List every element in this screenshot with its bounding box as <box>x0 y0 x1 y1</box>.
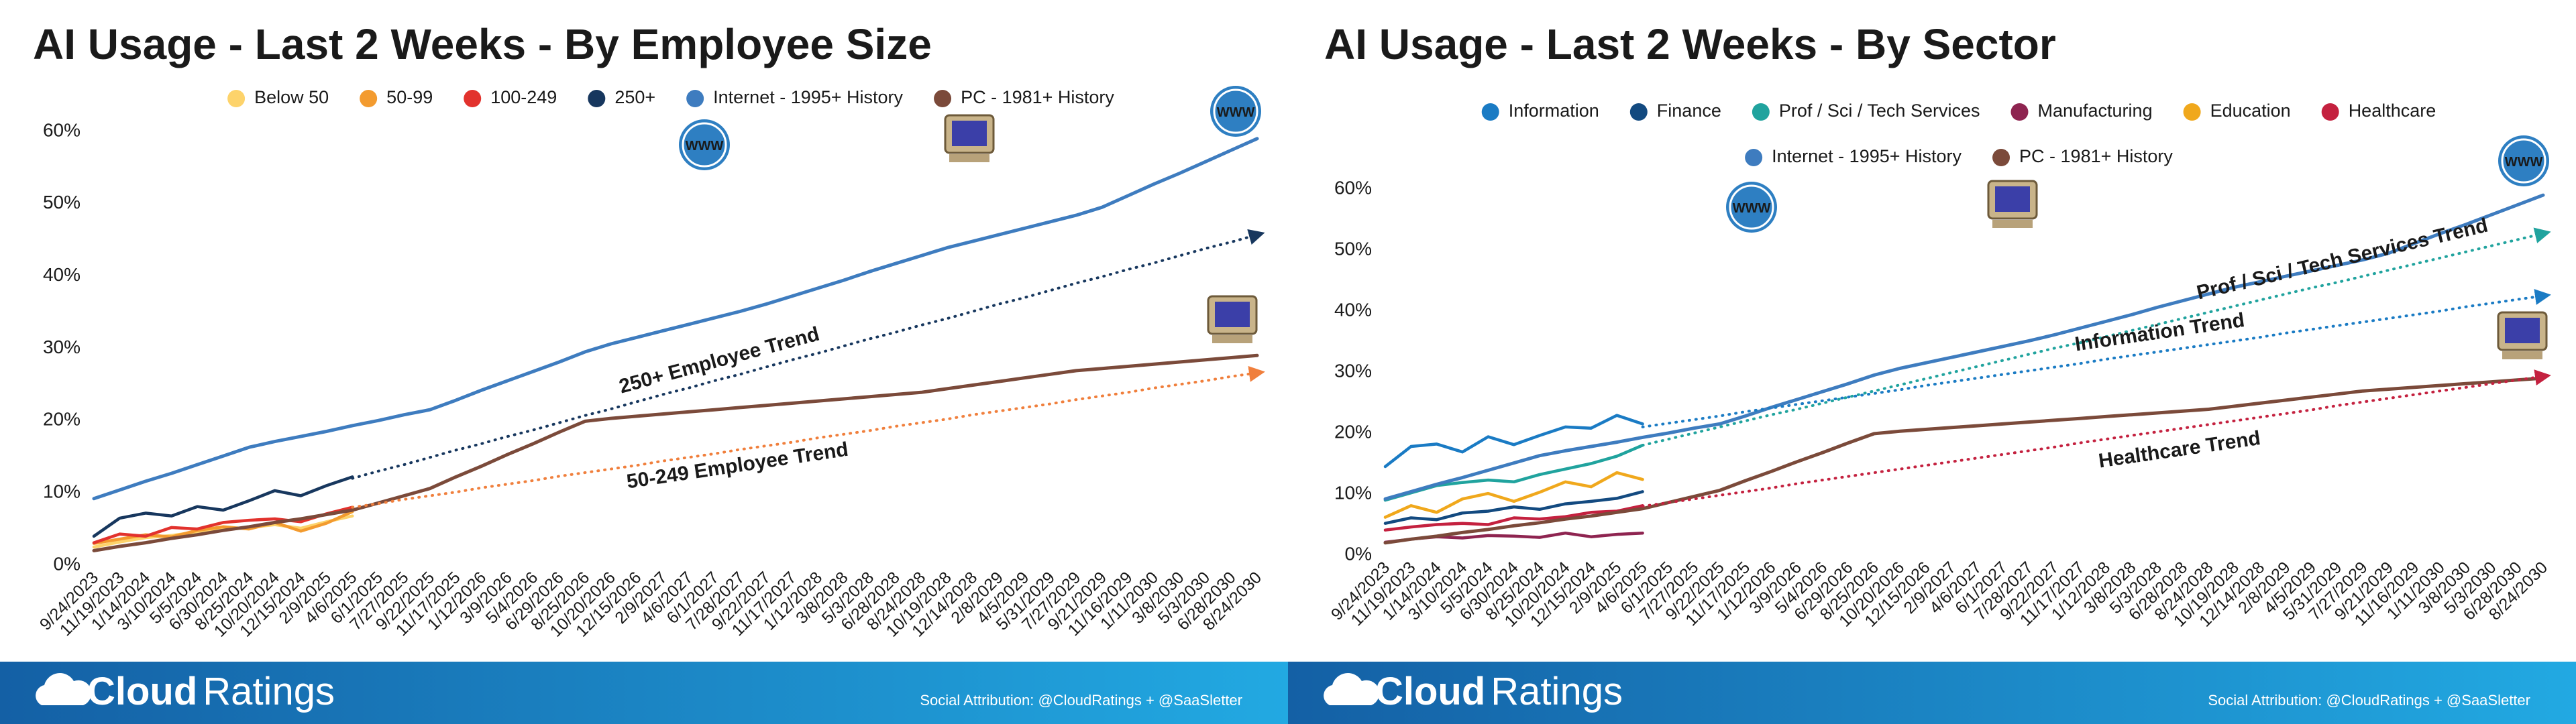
y-tick-label: 20% <box>43 409 80 430</box>
brand-light: Ratings <box>203 670 335 713</box>
y-tick-label: 50% <box>43 192 80 213</box>
legend-marker <box>1752 103 1770 121</box>
legend-marker <box>1992 149 2010 166</box>
legend-label: Information <box>1509 101 1599 121</box>
brand-bold: Cloud <box>1375 670 1485 713</box>
legend-label: Healthcare <box>2349 101 2436 121</box>
legend-marker <box>934 90 952 107</box>
series-line <box>92 475 354 538</box>
trend-line <box>1641 289 2551 428</box>
legend-label: 50-99 <box>386 87 433 107</box>
y-tick-label: 0% <box>1345 543 1372 564</box>
chart-title: AI Usage - Last 2 Weeks - By Sector <box>1324 20 2056 68</box>
y-tick-label: 50% <box>1334 238 1372 259</box>
svg-text:WWW: WWW <box>1217 105 1255 120</box>
legend-label: Manufacturing <box>2037 101 2152 121</box>
trend-line <box>351 229 1265 480</box>
chart-panel: AI Usage - Last 2 Weeks - By Sector WWW … <box>1288 20 2576 724</box>
history-line <box>92 353 1259 552</box>
computer-icon <box>2497 311 2548 359</box>
legend-marker <box>360 90 378 107</box>
legend-label: Education <box>2210 101 2291 121</box>
computer-icon <box>1987 180 2038 228</box>
trend-line <box>1641 227 2551 447</box>
trend-annotation: 50-249 Employee Trend <box>625 438 850 493</box>
series-line <box>1383 471 1644 519</box>
legend-marker <box>588 90 606 107</box>
trend-annotation: Information Trend <box>2074 309 2246 355</box>
y-tick-label: 40% <box>1334 299 1372 320</box>
legend-marker <box>2183 103 2201 121</box>
svg-text:WWW: WWW <box>1733 201 1771 216</box>
legend-marker <box>2321 103 2339 121</box>
attribution: Social Attribution: @CloudRatings + @Saa… <box>2208 692 2530 709</box>
series-line <box>1383 443 1644 502</box>
legend-label: Internet - 1995+ History <box>713 87 903 107</box>
legend-marker <box>464 90 482 107</box>
y-tick-label: 60% <box>43 119 80 140</box>
globe-icon: WWW <box>2498 135 2549 186</box>
trend-annotation: Healthcare Trend <box>2097 427 2262 472</box>
icons: WWW WWW <box>679 86 1261 343</box>
y-tick-label: 20% <box>1334 421 1372 442</box>
legend-marker <box>1481 103 1499 121</box>
footer-band <box>1288 662 2576 724</box>
legend-label: PC - 1981+ History <box>961 87 1114 107</box>
globe-icon: WWW <box>679 119 730 170</box>
history-line <box>1383 193 2545 501</box>
cloud-logo <box>36 673 92 705</box>
legend-label: Prof / Sci / Tech Services <box>1779 101 1980 121</box>
cloud-logo <box>1324 673 1380 705</box>
legend-marker <box>1745 149 1763 166</box>
chart-panel: AI Usage - Last 2 Weeks - By Employee Si… <box>0 20 1288 724</box>
computer-icon <box>1207 295 1258 343</box>
legend-label: 250+ <box>614 87 655 107</box>
y-tick-label: 30% <box>1334 360 1372 381</box>
legend-label: Below 50 <box>254 87 329 107</box>
legend-label: Internet - 1995+ History <box>1772 146 1962 166</box>
history-line <box>1383 376 2545 545</box>
legend-marker <box>686 90 704 107</box>
footer-band <box>0 662 1288 724</box>
chart-title: AI Usage - Last 2 Weeks - By Employee Si… <box>33 20 932 68</box>
globe-icon: WWW <box>1726 182 1777 233</box>
globe-icon: WWW <box>1210 86 1261 137</box>
icons: WWW WWW <box>1726 135 2549 359</box>
brand-bold: Cloud <box>87 670 197 713</box>
svg-text:WWW: WWW <box>2505 155 2543 170</box>
legend-marker <box>1629 103 1648 121</box>
legend-marker <box>2010 103 2029 121</box>
brand: Cloud Ratings <box>1375 670 1623 713</box>
legend-label: Finance <box>1657 101 1721 121</box>
y-tick-label: 10% <box>43 481 80 502</box>
y-tick-label: 0% <box>54 553 80 574</box>
series-line <box>1383 504 1644 532</box>
series-line <box>1383 490 1644 525</box>
y-tick-label: 60% <box>1334 177 1372 198</box>
trend-annotation: Prof / Sci / Tech Services Trend <box>2194 215 2489 304</box>
brand-light: Ratings <box>1491 670 1623 713</box>
legend-label: PC - 1981+ History <box>2019 146 2173 166</box>
legend-marker <box>227 90 246 107</box>
computer-icon <box>944 114 995 162</box>
legend-label: 100-249 <box>490 87 557 107</box>
y-tick-label: 40% <box>43 264 80 285</box>
trend-line <box>1641 369 2551 508</box>
trend-line <box>351 365 1265 509</box>
svg-text:WWW: WWW <box>686 139 724 154</box>
y-tick-label: 10% <box>1334 482 1372 503</box>
y-tick-label: 30% <box>43 337 80 357</box>
series-line <box>1383 414 1644 469</box>
history-line <box>92 137 1259 501</box>
attribution: Social Attribution: @CloudRatings + @Saa… <box>920 692 1242 709</box>
brand: Cloud Ratings <box>87 670 335 713</box>
